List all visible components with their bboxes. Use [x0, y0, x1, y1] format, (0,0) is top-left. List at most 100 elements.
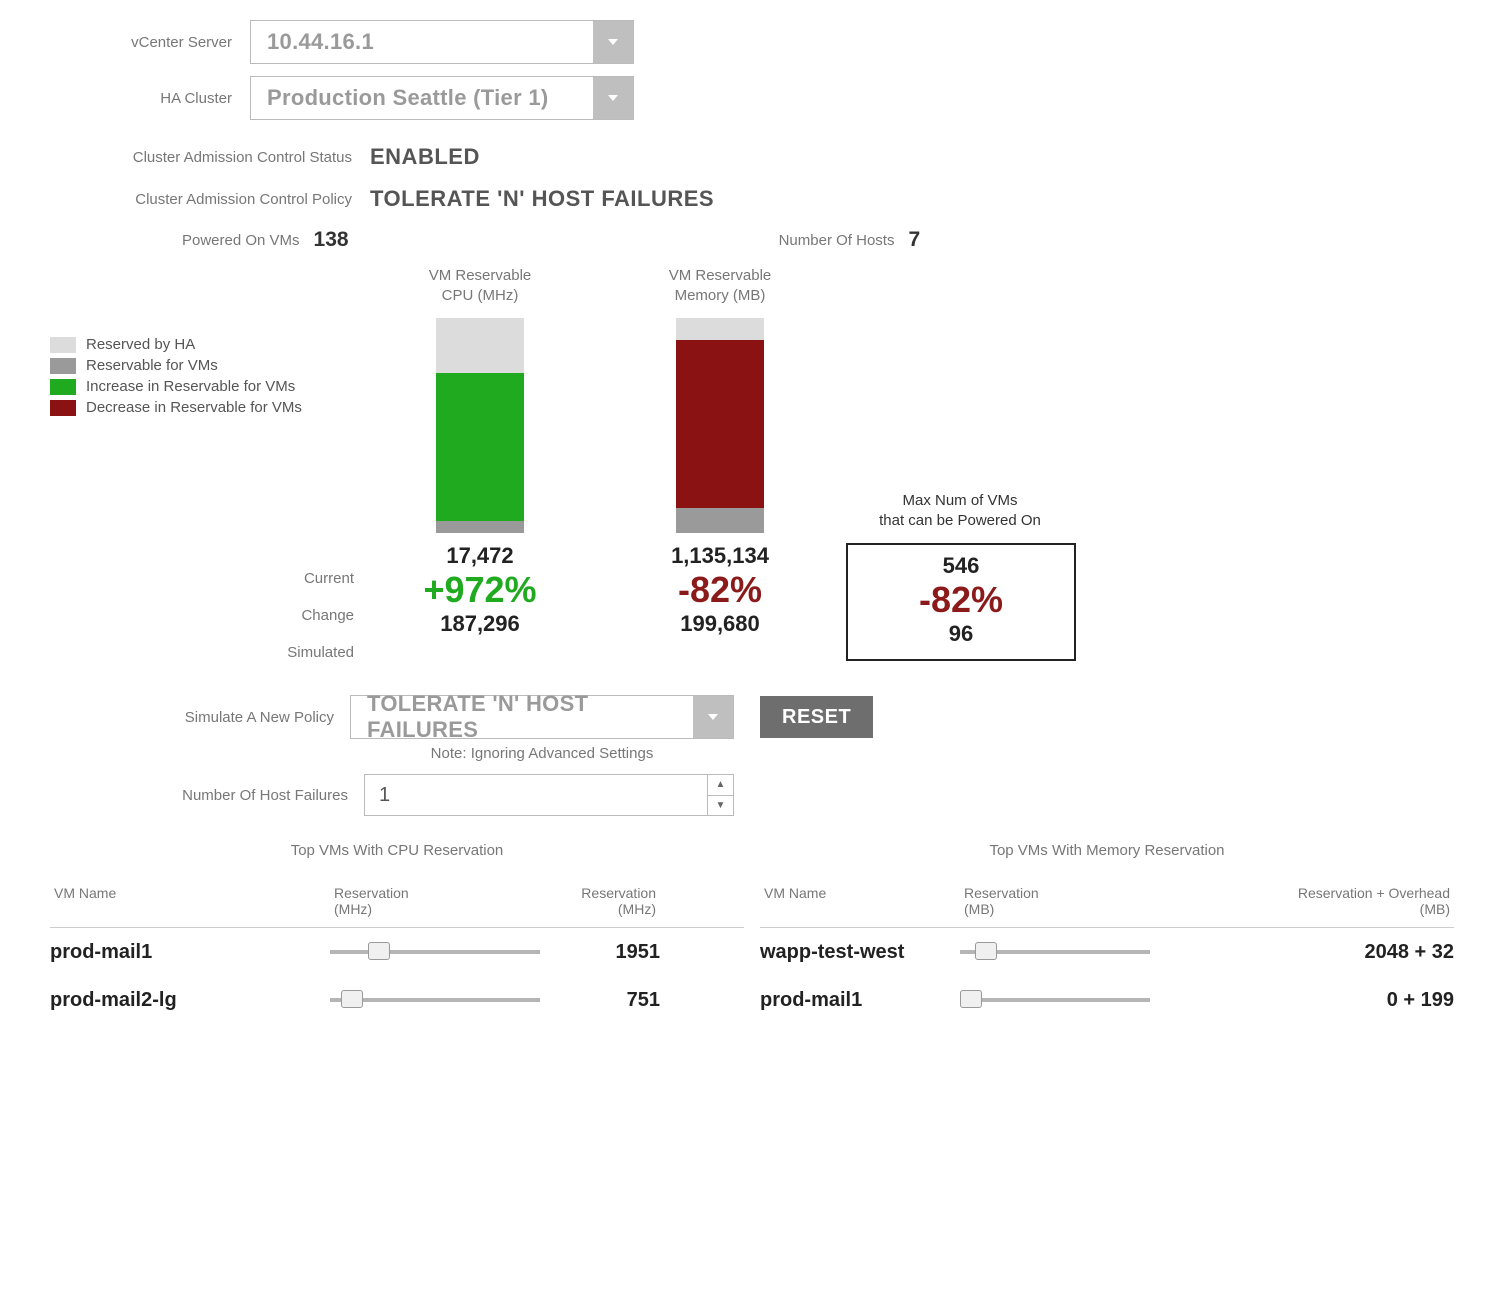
bar-segment	[436, 373, 524, 521]
counts-row: Powered On VMs 138 Number Of Hosts 7	[50, 228, 1454, 252]
legend-increase: Increase in Reservable for VMs	[86, 378, 295, 395]
cpu-th-value: Reservation (MHz)	[540, 885, 660, 917]
simulate-value: TOLERATE 'N' HOST FAILURES	[351, 691, 693, 743]
slider-knob[interactable]	[368, 942, 390, 960]
chevron-down-icon	[708, 714, 718, 720]
cpu-bar-title: VM Reservable CPU (MHz)	[429, 266, 532, 306]
host-failures-label: Number Of Host Failures	[50, 787, 364, 804]
status-block: Cluster Admission Control Status ENABLED…	[50, 144, 1454, 212]
table-row: wapp-test-west2048 + 32	[760, 928, 1454, 976]
slider-track	[960, 998, 1150, 1002]
simulate-note: Note: Ignoring Advanced Settings	[350, 745, 734, 762]
table-row: prod-mail2-lg 751	[50, 976, 744, 1024]
cpu-th-name: VM Name	[50, 885, 330, 917]
legend-reservable: Reservable for VMs	[86, 357, 218, 374]
cluster-value: Production Seattle (Tier 1)	[251, 85, 593, 111]
powered-vms-value: 138	[314, 228, 349, 252]
admission-status-label: Cluster Admission Control Status	[50, 149, 370, 166]
cpu-table-title: Top VMs With CPU Reservation	[50, 842, 744, 859]
legend-swatch-reserved-ha	[50, 337, 76, 353]
reservation-slider[interactable]	[960, 943, 1150, 961]
change-label: Change	[50, 607, 360, 624]
chevron-down-icon	[608, 95, 618, 101]
cluster-row: HA Cluster Production Seattle (Tier 1)	[50, 76, 1454, 120]
cpu-table: Top VMs With CPU Reservation VM Name Res…	[50, 842, 744, 1024]
table-row: prod-mail1 0 + 199	[760, 976, 1454, 1024]
slider-knob[interactable]	[960, 990, 982, 1008]
hosts-value: 7	[908, 228, 920, 252]
simulate-select[interactable]: TOLERATE 'N' HOST FAILURES	[350, 695, 734, 739]
vm-name: prod-mail1	[760, 989, 960, 1012]
host-failures-input[interactable]: 1 ▲ ▼	[364, 774, 734, 816]
tables: Top VMs With CPU Reservation VM Name Res…	[50, 842, 1454, 1024]
legend-swatch-increase	[50, 379, 76, 395]
legend-swatch-reservable	[50, 358, 76, 374]
spinner-down-button[interactable]: ▼	[708, 795, 733, 816]
mem-table-title: Top VMs With Memory Reservation	[760, 842, 1454, 859]
max-current: 546	[848, 553, 1074, 579]
slider-track	[330, 950, 540, 954]
simulate-row: Simulate A New Policy TOLERATE 'N' HOST …	[50, 695, 1454, 739]
hosts-label: Number Of Hosts	[779, 232, 895, 249]
cpu-bar	[436, 318, 524, 533]
cpu-table-header: VM Name Reservation (MHz) Reservation (M…	[50, 885, 744, 928]
chevron-down-icon	[608, 39, 618, 45]
slider-knob[interactable]	[975, 942, 997, 960]
cpu-bar-column: VM Reservable CPU (MHz)	[360, 266, 600, 541]
cluster-select[interactable]: Production Seattle (Tier 1)	[250, 76, 634, 120]
current-label: Current	[50, 570, 360, 587]
mem-values: 1,135,134 -82% 199,680	[600, 543, 840, 661]
admission-policy-label: Cluster Admission Control Policy	[50, 191, 370, 208]
spinner-buttons: ▲ ▼	[707, 775, 733, 815]
host-failures-row: Number Of Host Failures 1 ▲ ▼	[50, 774, 1454, 816]
mem-th-value: Reservation + Overhead (MB)	[1150, 885, 1454, 917]
mem-bar-title: VM Reservable Memory (MB)	[669, 266, 772, 306]
cpu-simulated: 187,296	[360, 611, 600, 637]
slider-knob[interactable]	[341, 990, 363, 1008]
mem-simulated: 199,680	[600, 611, 840, 637]
reservation-value: 1951	[540, 941, 660, 964]
max-vms-box: 546 -82% 96	[846, 543, 1076, 661]
vcenter-label: vCenter Server	[50, 34, 250, 51]
cpu-values: 17,472 +972% 187,296	[360, 543, 600, 661]
mem-current: 1,135,134	[600, 543, 840, 569]
bar-segment	[676, 508, 764, 533]
vcenter-select[interactable]: 10.44.16.1	[250, 20, 634, 64]
mem-th-name: VM Name	[760, 885, 960, 917]
bar-segment	[676, 340, 764, 508]
vm-name: wapp-test-west	[760, 941, 960, 964]
mem-table-header: VM Name Reservation (MB) Reservation + O…	[760, 885, 1454, 928]
reset-button[interactable]: RESET	[760, 696, 873, 738]
mem-table: Top VMs With Memory Reservation VM Name …	[760, 842, 1454, 1024]
vcenter-value: 10.44.16.1	[251, 29, 593, 55]
admission-policy-value: TOLERATE 'N' HOST FAILURES	[370, 186, 714, 212]
bar-segment	[436, 318, 524, 373]
table-row: prod-mail1 1951	[50, 928, 744, 976]
max-change: -82%	[848, 579, 1074, 621]
chart-legend: Reserved by HA Reservable for VMs Increa…	[50, 266, 360, 541]
cluster-label: HA Cluster	[50, 90, 250, 107]
chart-area: Reserved by HA Reservable for VMs Increa…	[50, 266, 1454, 541]
bar-segment	[676, 318, 764, 340]
vcenter-dropdown-button[interactable]	[593, 21, 633, 63]
reservation-slider[interactable]	[330, 991, 540, 1009]
host-failures-value: 1	[365, 784, 707, 807]
cluster-dropdown-button[interactable]	[593, 77, 633, 119]
reservation-value: 751	[540, 989, 660, 1012]
reservation-slider[interactable]	[330, 943, 540, 961]
simulated-label: Simulated	[50, 644, 360, 661]
cpu-current: 17,472	[360, 543, 600, 569]
vcenter-row: vCenter Server 10.44.16.1	[50, 20, 1454, 64]
simulate-label: Simulate A New Policy	[50, 709, 350, 726]
simulate-dropdown-button[interactable]	[693, 696, 733, 738]
vm-name: prod-mail1	[50, 941, 330, 964]
spinner-up-button[interactable]: ▲	[708, 775, 733, 795]
legend-swatch-decrease	[50, 400, 76, 416]
reservation-value: 0 + 199	[1150, 989, 1454, 1012]
max-vms-title: Max Num of VMs that can be Powered On	[879, 491, 1041, 532]
reservation-slider[interactable]	[960, 991, 1150, 1009]
legend-decrease: Decrease in Reservable for VMs	[86, 399, 302, 416]
vm-name: prod-mail2-lg	[50, 989, 330, 1012]
mem-bar-column: VM Reservable Memory (MB)	[600, 266, 840, 541]
cpu-change: +972%	[360, 569, 600, 611]
